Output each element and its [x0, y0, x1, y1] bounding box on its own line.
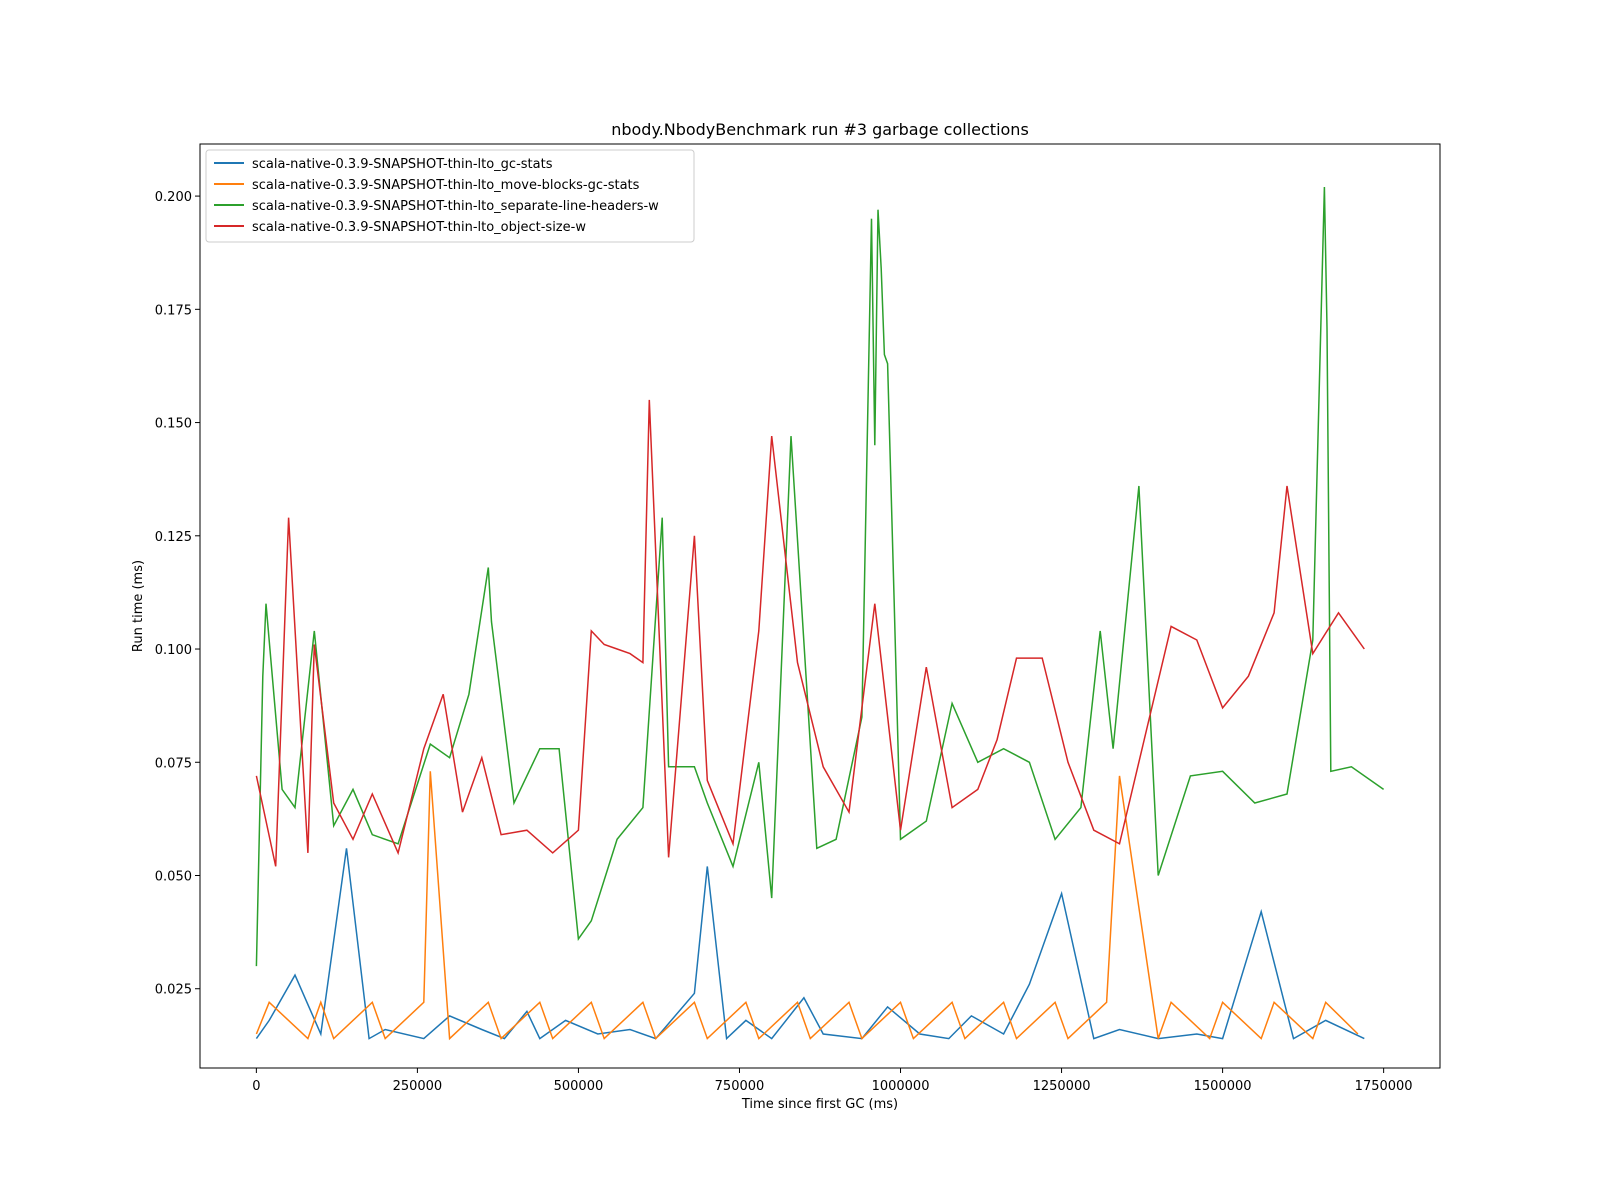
legend-label-3: scala-native-0.3.9-SNAPSHOT-thin-lto_sep…	[252, 199, 659, 214]
y-tick-label: 0.075	[155, 756, 192, 771]
series-layer	[255, 186, 1385, 1041]
x-tick-label: 1750000	[1355, 1079, 1413, 1094]
x-axis-label: Time since first GC (ms)	[741, 1097, 898, 1112]
y-tick-label: 0.100	[155, 643, 192, 658]
series-line-3	[255, 186, 1385, 967]
y-axis-label: Run time (ms)	[131, 560, 146, 652]
x-tick-label: 1000000	[872, 1079, 930, 1094]
legend-label-4: scala-native-0.3.9-SNAPSHOT-thin-lto_obj…	[252, 220, 586, 235]
y-tick-label: 0.125	[155, 530, 192, 545]
legend: scala-native-0.3.9-SNAPSHOT-thin-lto_gc-…	[205, 149, 695, 243]
y-tick-label: 0.150	[155, 417, 192, 432]
series-line-4	[255, 399, 1365, 867]
chart-title: nbody.NbodyBenchmark run #3 garbage coll…	[611, 120, 1029, 139]
x-tick-label: 500000	[554, 1079, 604, 1094]
series-line-2	[255, 771, 1359, 1041]
series-line-1	[255, 848, 1365, 1041]
x-tick-label: 1250000	[1033, 1079, 1091, 1094]
y-tick-label: 0.025	[155, 983, 192, 998]
x-tick-label: 0	[252, 1079, 260, 1094]
y-tick-label: 0.200	[155, 190, 192, 205]
y-tick-label: 0.050	[155, 870, 192, 885]
x-tick-label: 750000	[715, 1079, 765, 1094]
y-axis: 0.025 0.050 0.075 0.100 0.125 0.150 0.175 0.200	[155, 190, 200, 998]
legend-frame	[205, 149, 695, 243]
x-axis: 0 250000 500000 750000 1000000 1250000 1500000…	[252, 1068, 1413, 1094]
plot-frame	[199, 143, 1441, 1069]
x-tick-label: 250000	[393, 1079, 443, 1094]
legend-label-1: scala-native-0.3.9-SNAPSHOT-thin-lto_gc-…	[252, 157, 553, 172]
y-tick-label: 0.175	[155, 303, 192, 318]
legend-label-2: scala-native-0.3.9-SNAPSHOT-thin-lto_mov…	[252, 178, 640, 193]
x-tick-label: 1500000	[1194, 1079, 1252, 1094]
